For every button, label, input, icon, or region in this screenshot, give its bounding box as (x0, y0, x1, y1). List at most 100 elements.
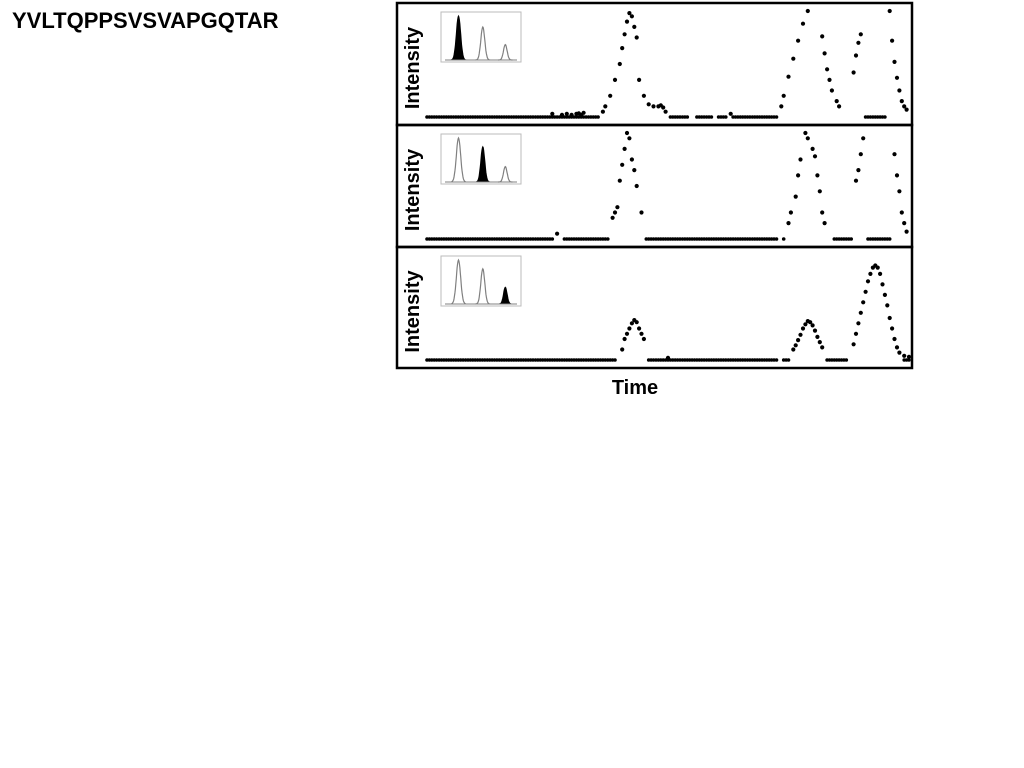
data-point (624, 130, 630, 136)
inset-peak-2 (475, 145, 491, 183)
data-point (858, 152, 863, 157)
data-point (617, 61, 622, 67)
data-point (608, 93, 613, 98)
data-point (892, 59, 897, 64)
data-point (620, 347, 625, 352)
data-point (853, 178, 859, 183)
data-point (902, 104, 907, 109)
data-point (796, 38, 801, 43)
data-point (641, 93, 647, 98)
data-point (615, 205, 620, 210)
data-point (904, 107, 909, 112)
data-point (796, 338, 801, 343)
data-point (531, 237, 535, 241)
data-point (612, 77, 618, 82)
data-point (837, 104, 842, 109)
data-point (858, 32, 863, 37)
data-point (899, 99, 904, 104)
data-point (634, 35, 639, 40)
data-point (634, 183, 639, 189)
data-point (827, 77, 832, 82)
data-point (603, 358, 608, 362)
data-point (748, 115, 752, 119)
data-point (603, 104, 608, 109)
data-point (820, 34, 825, 39)
isotope-inset (440, 133, 522, 185)
data-point (892, 152, 897, 157)
data-point (772, 115, 776, 119)
data-point (907, 358, 911, 362)
data-point (894, 75, 900, 80)
inset-peak-1 (451, 258, 466, 305)
peptide-title: YVLTQPPSVSVAPGQTAR (12, 8, 279, 33)
data-point (788, 210, 794, 215)
data-point (434, 358, 439, 362)
y-axis-label: Intensity (402, 148, 424, 231)
data-point (709, 115, 714, 119)
data-point (661, 105, 666, 110)
data-point (892, 336, 897, 342)
data-point (639, 331, 644, 336)
data-point (805, 136, 810, 141)
data-point (844, 358, 849, 362)
baseline-series (425, 358, 911, 362)
data-point (897, 189, 902, 194)
data-point (858, 310, 863, 315)
data-point (772, 237, 776, 241)
data-point (603, 237, 608, 241)
data-point (774, 115, 779, 119)
data-point (798, 157, 803, 162)
signal-series (620, 263, 912, 360)
data-point (793, 194, 798, 199)
data-point (902, 221, 907, 226)
data-point (798, 332, 803, 337)
data-point (856, 168, 861, 173)
data-point (612, 210, 618, 215)
data-point (627, 136, 632, 141)
data-point (651, 237, 656, 241)
panel-frame (395, 245, 914, 370)
data-point (581, 358, 586, 362)
data-point (890, 326, 895, 331)
data-point (885, 303, 890, 308)
data-point (894, 345, 900, 350)
data-point (781, 237, 786, 241)
y-axis-label: Intensity (402, 270, 424, 353)
data-point (868, 271, 873, 276)
data-point (887, 315, 892, 321)
data-point (581, 110, 586, 115)
chart-panels: Intensity Intensity Intensity (395, 1, 914, 370)
data-point (817, 189, 822, 194)
data-point (629, 321, 635, 326)
data-point (810, 323, 815, 328)
data-point (808, 320, 813, 325)
data-point (555, 231, 560, 236)
data-point (861, 136, 866, 141)
data-point (617, 178, 622, 183)
data-point (629, 14, 635, 19)
signal-series (555, 130, 909, 236)
data-point (786, 74, 791, 79)
data-point (853, 53, 859, 58)
data-point (678, 358, 682, 362)
data-point (461, 237, 465, 241)
data-point (774, 358, 779, 362)
data-point (461, 358, 465, 362)
data-point (728, 111, 733, 116)
data-point (665, 355, 671, 360)
data-point (564, 111, 569, 116)
data-point (507, 115, 511, 119)
data-point (786, 221, 791, 226)
data-point (531, 115, 535, 119)
data-point (646, 102, 651, 107)
data-point (812, 154, 818, 159)
data-point (825, 67, 830, 72)
data-point (581, 237, 586, 241)
data-point (803, 130, 808, 136)
data-point (786, 358, 791, 362)
data-point (834, 99, 839, 104)
data-point (887, 8, 892, 14)
data-point (637, 326, 642, 331)
data-point (800, 21, 806, 26)
data-point (620, 46, 625, 51)
